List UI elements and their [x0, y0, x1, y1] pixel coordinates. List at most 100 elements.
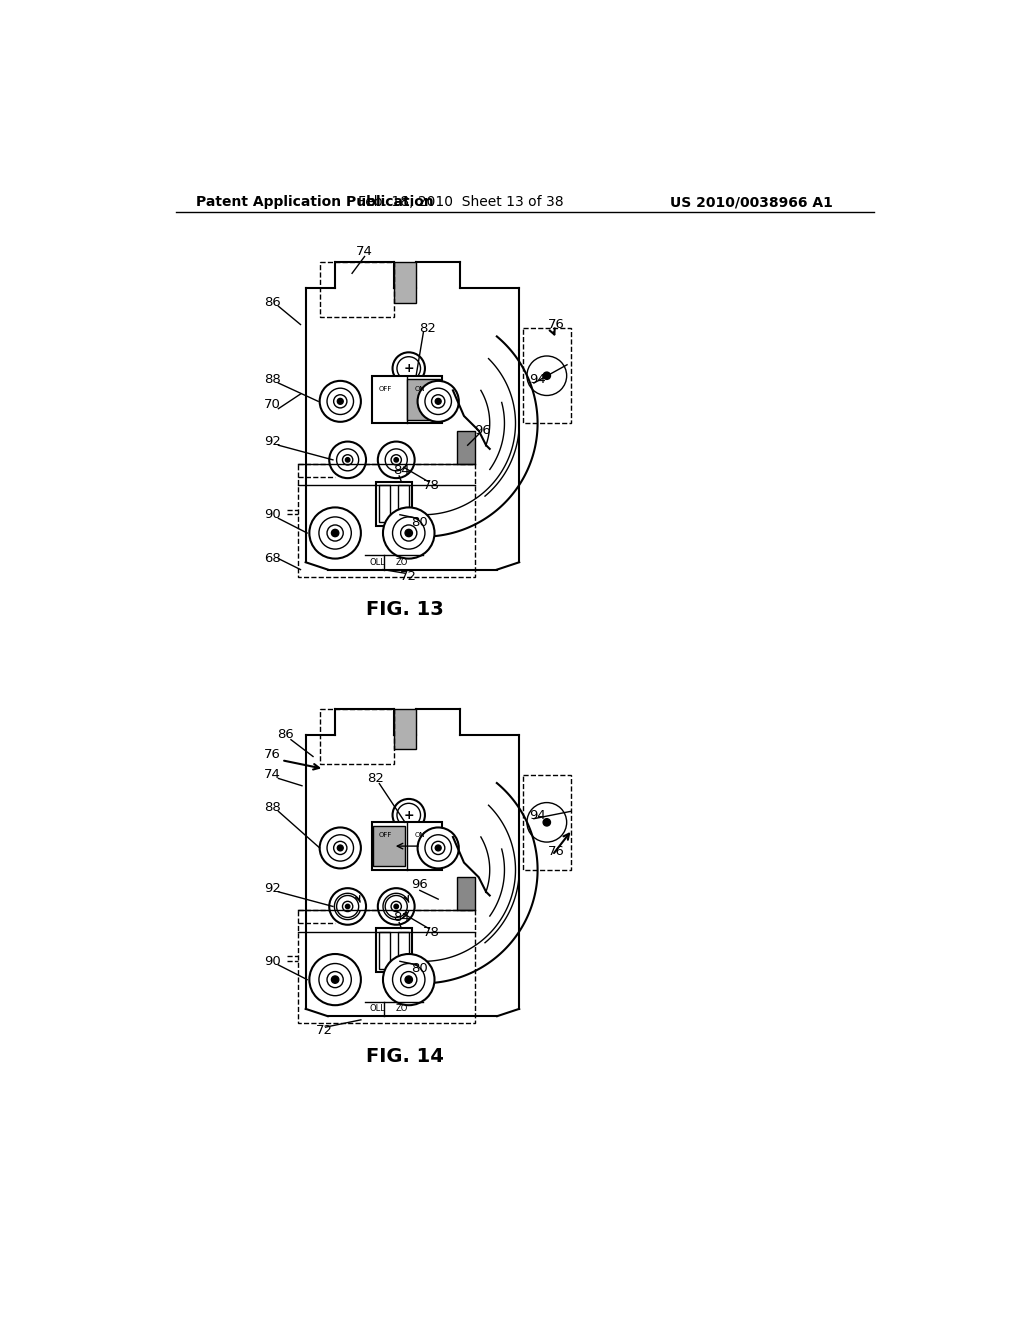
Circle shape: [397, 804, 421, 826]
Text: 78: 78: [422, 479, 439, 492]
Bar: [398, 932, 409, 969]
Circle shape: [330, 442, 366, 478]
Circle shape: [431, 395, 444, 408]
Circle shape: [345, 458, 350, 462]
Text: 72: 72: [315, 1024, 333, 1038]
Text: OLL: OLL: [369, 558, 385, 566]
Text: Feb. 18, 2010  Sheet 13 of 38: Feb. 18, 2010 Sheet 13 of 38: [358, 195, 564, 210]
Circle shape: [318, 964, 351, 995]
Bar: [298, 909, 475, 1023]
Text: 84: 84: [393, 465, 410, 478]
Circle shape: [327, 388, 353, 414]
Circle shape: [394, 904, 398, 908]
Circle shape: [418, 381, 459, 422]
Circle shape: [318, 517, 351, 549]
Bar: [379, 486, 389, 521]
Circle shape: [330, 888, 366, 925]
Text: 96: 96: [474, 424, 490, 437]
Circle shape: [400, 525, 417, 541]
Bar: [457, 430, 475, 463]
Circle shape: [543, 372, 551, 379]
Bar: [372, 376, 442, 424]
Bar: [376, 928, 413, 973]
Text: 78: 78: [422, 925, 439, 939]
Bar: [407, 379, 440, 420]
Text: 92: 92: [264, 882, 281, 895]
Circle shape: [394, 458, 398, 462]
Circle shape: [431, 841, 444, 854]
Circle shape: [425, 834, 452, 861]
Text: 74: 74: [356, 246, 373, 257]
Text: 88: 88: [264, 801, 281, 814]
Bar: [457, 878, 475, 909]
Text: 92: 92: [264, 436, 281, 447]
Text: FIG. 14: FIG. 14: [367, 1047, 444, 1067]
Circle shape: [385, 449, 408, 471]
Bar: [321, 709, 394, 764]
Circle shape: [319, 381, 360, 422]
Circle shape: [392, 964, 425, 995]
Bar: [523, 329, 570, 424]
Text: 86: 86: [264, 296, 281, 309]
Circle shape: [319, 828, 360, 869]
Circle shape: [435, 845, 441, 851]
Circle shape: [406, 975, 413, 983]
Circle shape: [391, 454, 401, 465]
Text: OFF: OFF: [379, 833, 392, 838]
Bar: [523, 775, 570, 870]
Bar: [394, 263, 416, 302]
Circle shape: [332, 529, 339, 537]
Circle shape: [327, 834, 353, 861]
Circle shape: [334, 841, 347, 854]
Text: OLL: OLL: [369, 1005, 385, 1014]
Text: ZO: ZO: [395, 1005, 408, 1014]
Text: OFF: OFF: [379, 385, 392, 392]
Circle shape: [418, 828, 459, 869]
Text: ON: ON: [415, 833, 425, 838]
Circle shape: [543, 818, 551, 826]
Circle shape: [327, 525, 343, 541]
Bar: [298, 463, 475, 577]
Text: 72: 72: [400, 570, 417, 583]
Circle shape: [309, 507, 360, 558]
Circle shape: [392, 517, 425, 549]
Text: 82: 82: [419, 322, 435, 335]
Circle shape: [334, 395, 347, 408]
Circle shape: [425, 388, 452, 414]
Text: +: +: [403, 809, 414, 821]
Circle shape: [435, 399, 441, 404]
Text: US 2010/0038966 A1: US 2010/0038966 A1: [671, 195, 834, 210]
Text: Patent Application Publication: Patent Application Publication: [197, 195, 434, 210]
Circle shape: [383, 507, 434, 558]
Circle shape: [342, 902, 353, 912]
Bar: [376, 482, 413, 525]
Text: 88: 88: [264, 372, 281, 385]
Bar: [372, 822, 442, 870]
Text: 70: 70: [264, 399, 281, 412]
Circle shape: [337, 845, 343, 851]
Circle shape: [327, 972, 343, 987]
Text: 76: 76: [264, 748, 281, 760]
Text: 74: 74: [264, 768, 281, 781]
Bar: [398, 486, 409, 521]
Circle shape: [406, 529, 413, 537]
Text: 84: 84: [393, 911, 410, 924]
Circle shape: [383, 954, 434, 1006]
Text: 80: 80: [412, 516, 428, 528]
Text: 94: 94: [529, 809, 546, 821]
Bar: [394, 709, 416, 750]
Bar: [379, 932, 389, 969]
Text: 82: 82: [368, 772, 384, 785]
Circle shape: [342, 454, 353, 465]
Text: 86: 86: [278, 729, 294, 741]
Text: FIG. 13: FIG. 13: [367, 601, 444, 619]
Text: ZO: ZO: [395, 558, 408, 566]
Circle shape: [397, 356, 421, 380]
Circle shape: [309, 954, 360, 1006]
Text: 94: 94: [529, 372, 546, 385]
Text: ON: ON: [415, 385, 425, 392]
Circle shape: [385, 895, 408, 917]
Circle shape: [400, 972, 417, 987]
Text: 90: 90: [264, 954, 281, 968]
Circle shape: [345, 904, 350, 908]
